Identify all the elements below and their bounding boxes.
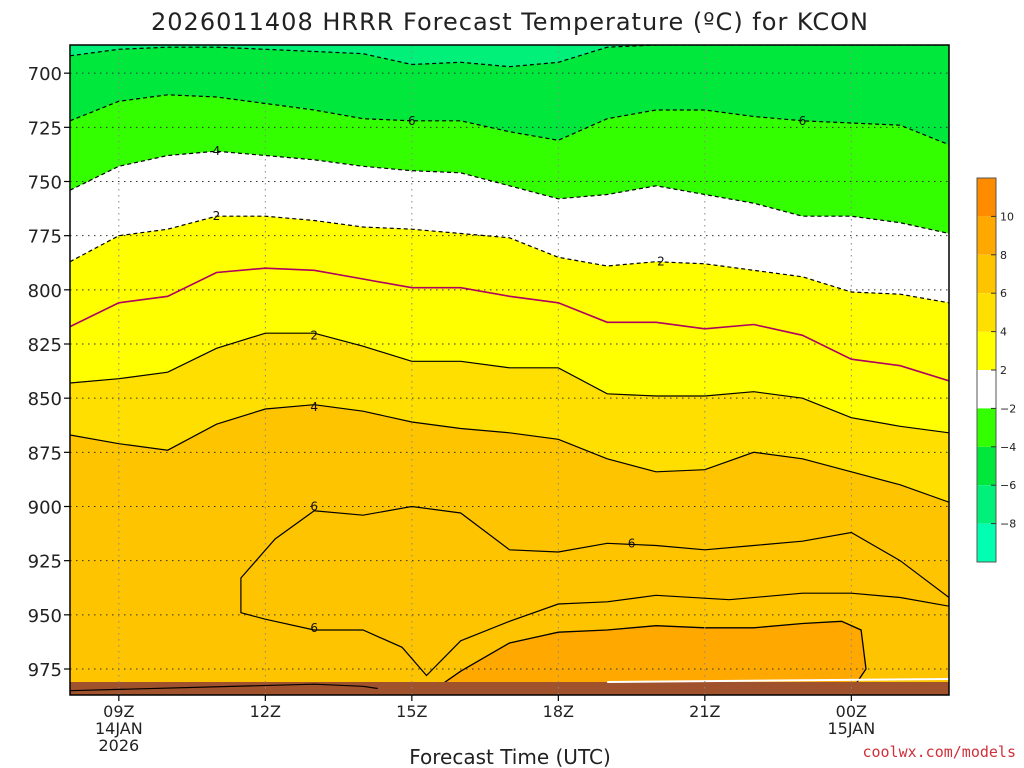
xtick-label-9-2: 2026 — [98, 736, 139, 755]
plot-frame — [69, 44, 950, 696]
contour-line-4 — [70, 683, 378, 692]
ytick-label-775: 775 — [28, 227, 62, 248]
colorbar-label-3: 4 — [1000, 326, 1007, 339]
contour-label-3: 6 — [628, 536, 636, 550]
contour-label-9: 6 — [799, 114, 807, 128]
xtick-label-9-1: 14JAN — [95, 719, 143, 738]
ytick-label-825: 825 — [28, 335, 62, 356]
ytick-label-800: 800 — [28, 281, 62, 302]
colorbar-seg-5 — [977, 370, 996, 409]
ytick-label-950: 950 — [28, 606, 62, 627]
contour-line-1 — [70, 332, 949, 434]
ytick-label-925: 925 — [28, 552, 62, 573]
ytick-label-975: 975 — [28, 660, 62, 681]
colorbar-label-5: −2 — [1000, 402, 1016, 415]
colorbar-seg-8 — [977, 485, 996, 524]
ground — [70, 682, 949, 695]
xtick-label-12-0: 12Z — [250, 702, 281, 721]
colorbar-seg-3 — [977, 293, 996, 332]
chart-title: 2026011408 HRRR Forecast Temperature (ºC… — [151, 8, 869, 36]
colorbar-label-8: −8 — [1000, 518, 1016, 531]
colorbar-seg-2 — [977, 254, 996, 294]
contour-label-2: 6 — [310, 500, 318, 514]
ytick-label-900: 900 — [28, 498, 62, 519]
contour-labels: 2 4 6 6 6 2 2 4 6 6 — [213, 114, 807, 635]
xtick-label-18-0: 18Z — [543, 702, 574, 721]
colorbar-label-7: −6 — [1000, 479, 1016, 492]
colorbar-seg-9 — [977, 523, 996, 562]
colorbar-label-1: 8 — [1000, 249, 1007, 262]
contour-label-1: 4 — [310, 400, 318, 414]
y-axis: 700 725 750 775 800 825 850 875 900 925 950 975 — [28, 64, 70, 681]
ytick-label-725: 725 — [28, 118, 62, 139]
fill-band-m6-m4 — [70, 45, 949, 145]
grid-lines — [70, 45, 949, 695]
fill-band-below-m6 — [70, 45, 949, 67]
contour-line-6 — [70, 150, 949, 235]
xtick-label-24-0: 00Z — [836, 702, 867, 721]
contour-line-5 — [70, 215, 949, 304]
contour-label-5: 2 — [213, 209, 221, 223]
temperature-fills — [70, 45, 949, 695]
colorbar-label-6: −4 — [1000, 441, 1016, 454]
fill-pocket-above-6 — [240, 506, 949, 676]
contour-label-8: 6 — [408, 114, 416, 128]
colorbar-seg-6 — [977, 408, 996, 447]
xtick-label-24-1: 15JAN — [827, 719, 875, 738]
xtick-label-21-0: 21Z — [689, 702, 720, 721]
contour-line-3 — [240, 505, 949, 677]
ytick-label-875: 875 — [28, 443, 62, 464]
contour-line-2 — [70, 404, 949, 503]
colorbar-seg-1 — [977, 216, 996, 255]
xtick-label-9-0: 09Z — [103, 702, 134, 721]
colorbar-label-0: 10 — [1000, 210, 1014, 223]
colorbar-seg-7 — [977, 446, 996, 486]
contour-label-6: 2 — [657, 255, 665, 269]
x-axis-label: Forecast Time (UTC) — [409, 745, 611, 768]
contour-line-0 — [70, 267, 949, 382]
credit-text: coolwx.com/models — [862, 743, 1016, 761]
contour-label-4: 6 — [310, 621, 318, 635]
contour-lines — [70, 45, 949, 692]
ytick-label-700: 700 — [28, 64, 62, 85]
ytick-label-750: 750 — [28, 173, 62, 194]
contour-label-0: 2 — [310, 328, 318, 342]
colorbar-seg-4 — [977, 331, 996, 370]
colorbar-seg-0 — [977, 178, 996, 217]
contour-line-7 — [70, 94, 949, 146]
colorbar-label-4: 2 — [1000, 364, 1007, 377]
contour-line-8 — [70, 45, 949, 68]
xtick-label-15-0: 15Z — [396, 702, 427, 721]
colorbar: 10 8 6 4 2 −2 −4 −6 −8 — [976, 177, 1016, 563]
contour-label-7: 4 — [213, 144, 221, 158]
colorbar-label-2: 6 — [1000, 287, 1007, 300]
ground-edge — [607, 678, 949, 683]
ytick-label-850: 850 — [28, 389, 62, 410]
